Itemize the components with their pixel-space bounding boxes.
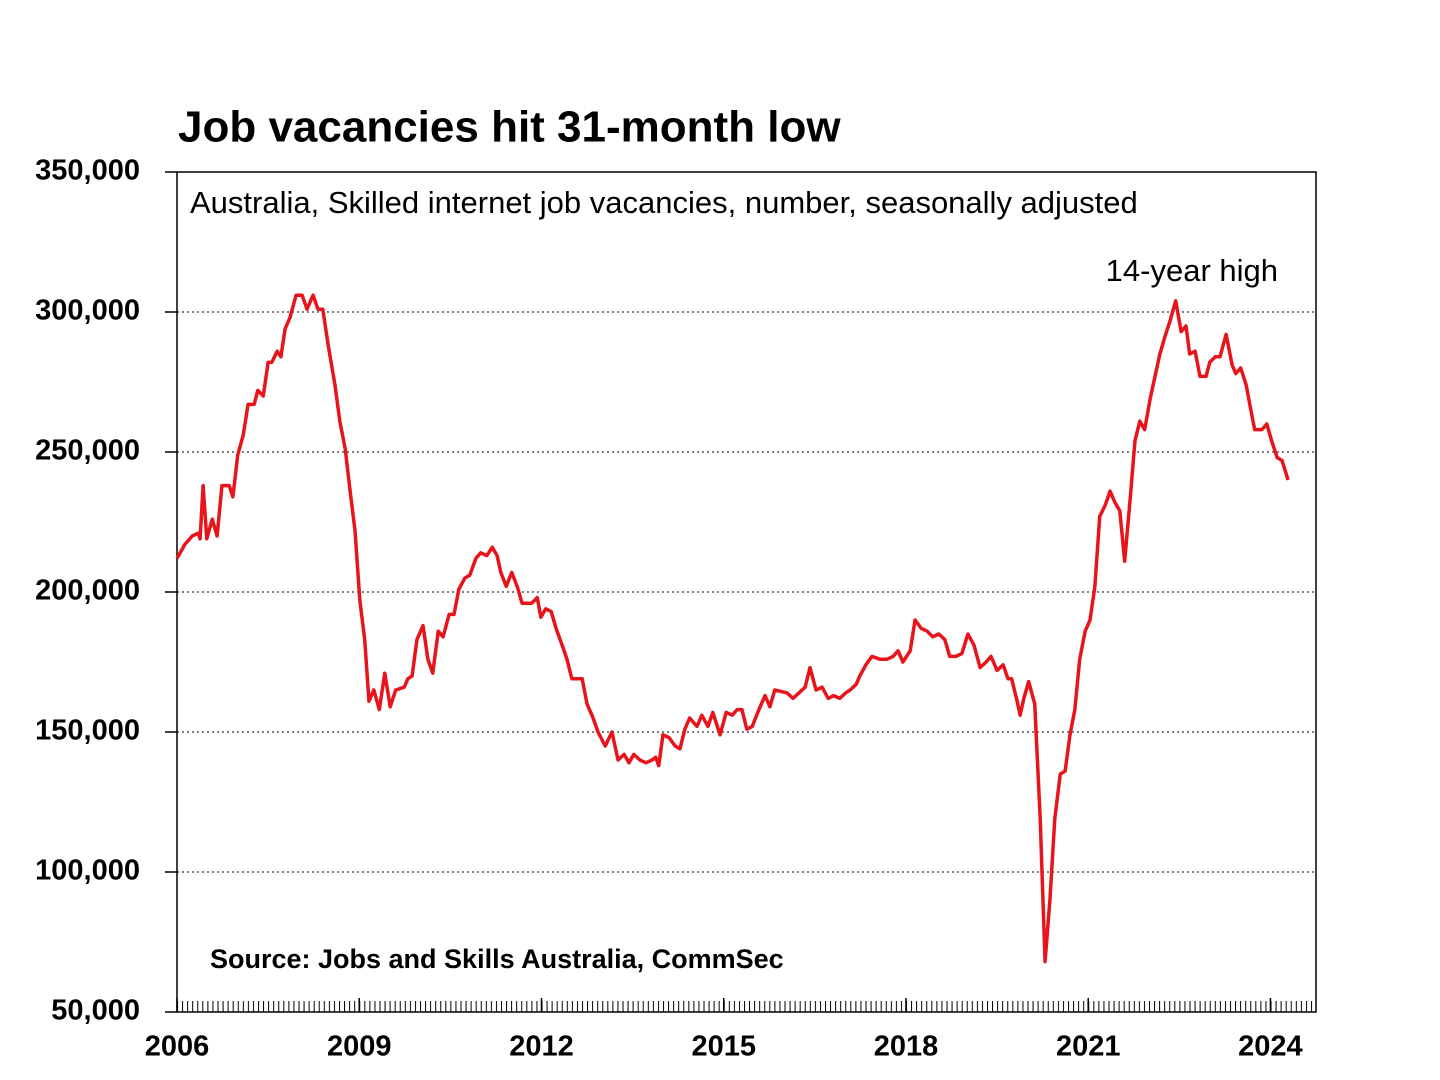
x-tick-label: 2015 [691, 1031, 756, 1063]
chart-title: Job vacancies hit 31-month low [178, 103, 841, 152]
plot-frame [176, 171, 1317, 1013]
annotation: 14-year high [1106, 253, 1278, 288]
series-line [175, 293, 1290, 964]
subtitle: Australia, Skilled internet job vacancie… [190, 185, 1138, 220]
x-tick-label: 2021 [1056, 1031, 1121, 1063]
x-tick-label: 2009 [327, 1031, 392, 1063]
x-tick-label: 2024 [1238, 1031, 1303, 1063]
minor-ticks [177, 1001, 1316, 1012]
y-tick-label: 50,000 [51, 995, 140, 1027]
y-tick-label: 200,000 [35, 575, 140, 607]
source: Source: Jobs and Skills Australia, CommS… [210, 944, 784, 974]
y-tick-label: 250,000 [35, 435, 140, 467]
y-tick-label: 300,000 [35, 295, 140, 327]
y-tick-label: 350,000 [35, 155, 140, 187]
x-tick-label: 2012 [509, 1031, 574, 1063]
x-tick-label: 2006 [145, 1031, 210, 1063]
y-tick-label: 150,000 [35, 715, 140, 747]
y-tick-label: 100,000 [35, 855, 140, 887]
x-tick-label: 2018 [874, 1031, 939, 1063]
